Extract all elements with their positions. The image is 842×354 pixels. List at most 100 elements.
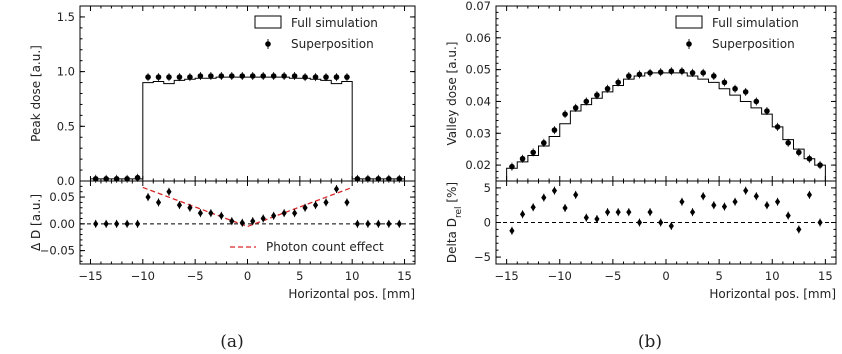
superposition-point xyxy=(302,74,308,80)
superposition-point xyxy=(145,74,151,80)
y-tick-label: 0 xyxy=(484,216,491,230)
x-axis-label: Horizontal pos. [mm] xyxy=(288,287,415,301)
y-axis-label: Delta Drel [%] xyxy=(445,182,464,263)
superposition-point xyxy=(124,176,130,182)
superposition-diff-point xyxy=(396,220,402,228)
superposition-diff-point xyxy=(354,220,361,228)
superposition-point xyxy=(519,155,526,162)
superposition-diff-point xyxy=(271,212,277,220)
superposition-point xyxy=(541,140,547,146)
superposition-point xyxy=(333,74,340,80)
y-axis-label: Valley dose [a.u.] xyxy=(445,42,459,146)
superposition-point xyxy=(166,74,172,80)
superposition-point xyxy=(785,140,791,146)
superposition-point xyxy=(764,108,770,114)
caption-a: (a) xyxy=(220,332,243,352)
y-tick-label: −0.05 xyxy=(40,244,75,258)
x-tick-label: −5 xyxy=(604,269,621,283)
superposition-diff-point xyxy=(626,208,632,216)
superposition-point xyxy=(530,149,536,156)
superposition-point xyxy=(615,79,621,86)
superposition-point xyxy=(249,73,256,79)
superposition-diff-point xyxy=(721,202,728,211)
superposition-diff-point xyxy=(302,203,308,212)
superposition-diff-point xyxy=(753,192,759,201)
superposition-point xyxy=(636,71,643,78)
superposition-diff-point xyxy=(604,208,611,216)
superposition-point xyxy=(365,176,371,182)
superposition-point xyxy=(721,79,728,86)
superposition-point xyxy=(396,176,403,182)
superposition-diff-point xyxy=(187,203,193,212)
panel-b-bottom: −15 −10 −5 0 5 10 15 −5 0 5 Delta Drel [%] Horizont… xyxy=(445,180,837,301)
superposition-point xyxy=(134,174,141,181)
superposition-point xyxy=(806,155,813,162)
legend-full-simulation-label: Full simulation xyxy=(712,16,799,30)
legend-superposition-label: Superposition xyxy=(291,37,374,51)
superposition-diff-point xyxy=(562,204,568,212)
superposition-diff-point xyxy=(711,201,717,210)
x-tick-label: 5 xyxy=(296,269,303,283)
y-axis-label-main: Δ D [a.u.] xyxy=(29,194,43,251)
superposition-point xyxy=(679,68,685,75)
superposition-point xyxy=(208,73,214,79)
superposition-point xyxy=(344,74,350,80)
superposition-diff-point xyxy=(519,210,526,218)
superposition-diff-point xyxy=(806,191,813,199)
x-tick-label: −15 xyxy=(494,269,518,283)
y-axis-label: Δ D [a.u.] xyxy=(29,194,43,251)
y-tick-label: 1.5 xyxy=(57,10,75,24)
superposition-point xyxy=(113,176,120,182)
y-axis-label-main: Valley dose [a.u.] xyxy=(445,42,459,146)
y-axis-label-main: Delta D xyxy=(445,218,459,263)
y-tick-label: 0.03 xyxy=(465,126,491,140)
panel-a-top: 0.0 0.5 1.0 1.5 Peak dose [a.u.] Full simulat… xyxy=(29,5,416,188)
superposition-diff-point xyxy=(323,198,329,207)
superposition-diff-point xyxy=(260,214,266,223)
superposition-point xyxy=(583,98,590,105)
legend-photon-count-label: Photon count effect xyxy=(266,240,384,254)
y-axis-label: Peak dose [a.u.] xyxy=(29,45,43,142)
superposition-diff-point xyxy=(541,193,547,202)
superposition-point xyxy=(218,73,225,79)
superposition-point xyxy=(155,74,162,80)
axes-frame xyxy=(79,5,416,182)
superposition-point xyxy=(228,73,235,79)
superposition-point xyxy=(509,163,515,170)
superposition-diff-point xyxy=(689,208,696,216)
legend-superposition-marker xyxy=(265,41,271,47)
superposition-diff-point xyxy=(551,186,558,195)
superposition-point xyxy=(796,149,802,156)
y-tick-label: 0.04 xyxy=(465,94,491,108)
superposition-point xyxy=(197,73,204,79)
superposition-diff-point xyxy=(375,220,381,228)
y-tick-label: 0.0 xyxy=(57,174,75,188)
superposition-diff-point xyxy=(145,193,151,201)
superposition-diff-point xyxy=(103,220,109,228)
superposition-point xyxy=(700,70,706,76)
x-tick-label: 15 xyxy=(818,269,833,283)
superposition-diff-point xyxy=(615,208,621,216)
superposition-diff-point xyxy=(93,220,99,228)
superposition-point xyxy=(689,70,696,76)
x-tick-label: −5 xyxy=(187,269,204,283)
superposition-point xyxy=(774,124,781,130)
superposition-point xyxy=(375,176,382,182)
superposition-point xyxy=(817,162,823,168)
axes-frame xyxy=(495,5,837,182)
superposition-point xyxy=(742,89,749,95)
superposition-diff-point xyxy=(785,211,791,220)
superposition-point xyxy=(551,127,558,133)
superposition-diff-point xyxy=(344,198,350,207)
legend-superposition-label: Superposition xyxy=(712,37,795,51)
superposition-diff-point xyxy=(197,209,203,217)
superposition-diff-point xyxy=(700,192,706,201)
superposition-diff-point xyxy=(764,201,770,210)
legend-superposition-marker xyxy=(686,41,692,47)
superposition-point xyxy=(92,176,99,182)
superposition-diff-point xyxy=(218,212,224,220)
superposition-diff-point xyxy=(166,187,172,196)
x-tick-label: −10 xyxy=(131,269,155,283)
superposition-diff-point xyxy=(583,213,589,222)
